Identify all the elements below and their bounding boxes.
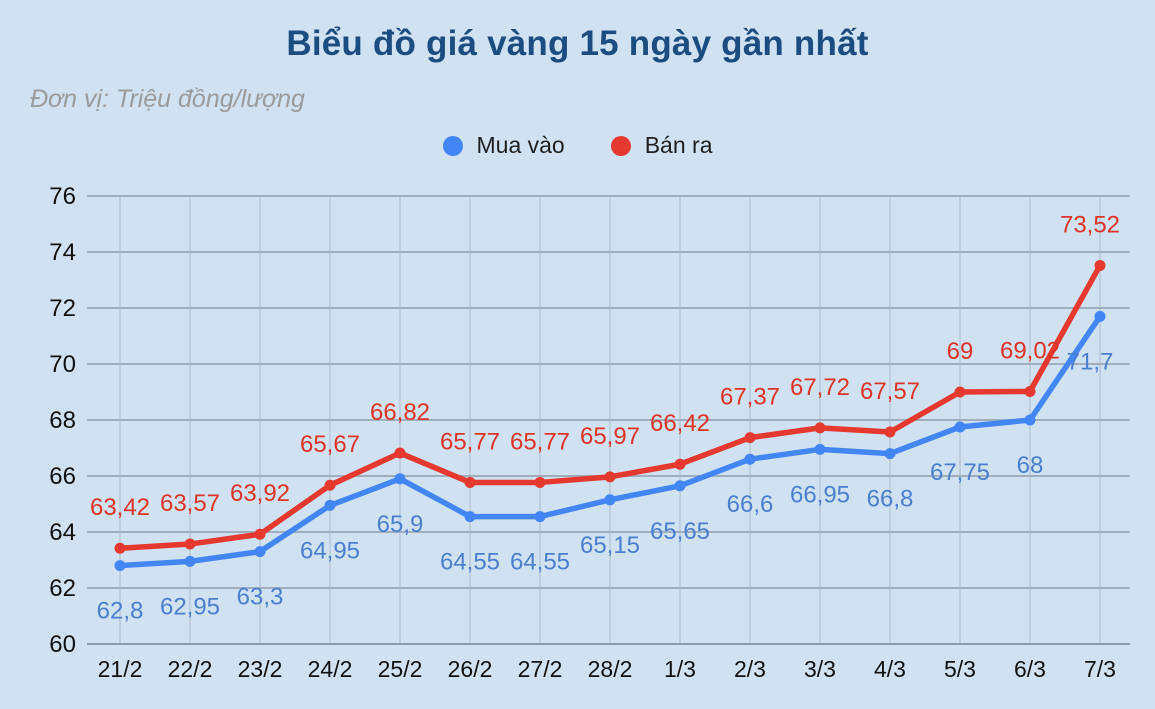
- data-point: [114, 560, 126, 572]
- data-point-label: 71,7: [1067, 348, 1114, 375]
- data-point-label: 69,02: [1000, 337, 1060, 364]
- x-axis-tick-label: 6/3: [1014, 656, 1046, 682]
- data-point-label: 65,67: [300, 431, 360, 458]
- y-axis-tick-label: 60: [49, 631, 76, 658]
- y-axis-tick-label: 76: [49, 183, 76, 210]
- data-point-label: 67,72: [790, 374, 850, 401]
- data-point: [534, 511, 546, 523]
- data-point-label: 67,75: [930, 459, 990, 486]
- y-axis-tick-label: 74: [49, 239, 76, 266]
- data-point-label: 65,9: [377, 511, 424, 538]
- x-axis-tick-label: 22/2: [168, 656, 213, 682]
- data-point-label: 69: [947, 338, 974, 365]
- x-axis-tick-label: 21/2: [98, 656, 143, 682]
- data-point: [814, 422, 826, 434]
- data-point-label: 65,77: [440, 428, 500, 455]
- legend-label: Mua vào: [476, 132, 565, 158]
- data-point: [114, 542, 126, 554]
- legend-item-mua-vao: Mua vào: [442, 132, 565, 159]
- data-point-label: 66,42: [650, 410, 710, 437]
- data-point-label: 63,57: [160, 490, 220, 517]
- data-point-label: 63,92: [230, 480, 290, 507]
- data-point: [674, 458, 686, 470]
- data-point: [254, 528, 266, 540]
- data-point: [814, 443, 826, 455]
- data-point: [1024, 414, 1036, 426]
- legend-dot-blue-icon: [442, 135, 463, 156]
- x-axis-tick-label: 23/2: [238, 656, 283, 682]
- data-point-label: 66,95: [790, 481, 850, 508]
- chart-title: Biểu đồ giá vàng 15 ngày gần nhất: [286, 24, 869, 63]
- x-axis-tick-label: 2/3: [734, 656, 766, 682]
- data-point-label: 65,15: [580, 532, 640, 559]
- chart-legend: Mua vào Bán ra: [0, 132, 1155, 159]
- data-point: [884, 426, 896, 438]
- data-point: [604, 494, 616, 506]
- data-point: [1094, 259, 1106, 271]
- legend-label: Bán ra: [644, 132, 713, 158]
- y-axis-tick-label: 72: [49, 295, 76, 322]
- x-axis-tick-label: 7/3: [1084, 656, 1116, 682]
- data-point: [324, 479, 336, 491]
- legend-item-ban-ra: Bán ra: [610, 132, 713, 159]
- data-point: [884, 448, 896, 460]
- data-point: [184, 538, 196, 550]
- data-point: [744, 453, 756, 465]
- data-point: [1094, 310, 1106, 322]
- data-point: [1024, 385, 1036, 397]
- x-axis-tick-label: 24/2: [308, 656, 353, 682]
- data-point: [534, 476, 546, 488]
- data-point-label: 63,42: [90, 494, 150, 521]
- x-axis-tick-label: 27/2: [518, 656, 563, 682]
- legend-dot-red-icon: [610, 135, 631, 156]
- data-point: [464, 511, 476, 523]
- data-point-label: 64,55: [510, 549, 570, 576]
- data-point: [324, 499, 336, 511]
- data-point: [254, 546, 266, 558]
- data-point-label: 67,37: [720, 384, 780, 411]
- x-axis-tick-label: 5/3: [944, 656, 976, 682]
- data-point-label: 63,3: [237, 584, 284, 611]
- data-point-label: 64,95: [300, 537, 360, 564]
- data-point-label: 73,52: [1060, 211, 1120, 238]
- data-point: [744, 432, 756, 444]
- data-point-label: 66,82: [370, 399, 430, 426]
- data-point-label: 62,8: [97, 598, 144, 625]
- data-point-label: 62,95: [160, 593, 220, 620]
- y-axis-tick-label: 62: [49, 575, 76, 602]
- data-point: [674, 480, 686, 492]
- chart-unit-subtitle: Đơn vị: Triệu đồng/lượng: [30, 85, 305, 113]
- data-point-label: 65,65: [650, 518, 710, 545]
- y-axis-tick-label: 66: [49, 463, 76, 490]
- data-point: [464, 476, 476, 488]
- data-point: [954, 421, 966, 433]
- y-axis-tick-label: 64: [49, 519, 76, 546]
- data-point-label: 64,55: [440, 549, 500, 576]
- y-axis-tick-label: 68: [49, 407, 76, 434]
- data-point-label: 65,77: [510, 428, 570, 455]
- x-axis-tick-label: 28/2: [588, 656, 633, 682]
- data-point-label: 67,57: [860, 378, 920, 405]
- data-point-label: 65,97: [580, 423, 640, 450]
- y-axis-tick-label: 70: [49, 351, 76, 378]
- x-axis-tick-label: 1/3: [664, 656, 696, 682]
- data-point: [604, 471, 616, 483]
- data-point: [394, 473, 406, 485]
- x-axis-tick-label: 4/3: [874, 656, 906, 682]
- data-point-label: 66,8: [867, 486, 914, 513]
- data-point-label: 68: [1017, 452, 1044, 479]
- data-point-label: 66,6: [727, 491, 774, 518]
- data-point: [184, 555, 196, 567]
- x-axis-tick-label: 25/2: [378, 656, 423, 682]
- data-point: [954, 386, 966, 398]
- x-axis-tick-label: 3/3: [804, 656, 836, 682]
- x-axis-tick-label: 26/2: [448, 656, 493, 682]
- data-point: [394, 447, 406, 459]
